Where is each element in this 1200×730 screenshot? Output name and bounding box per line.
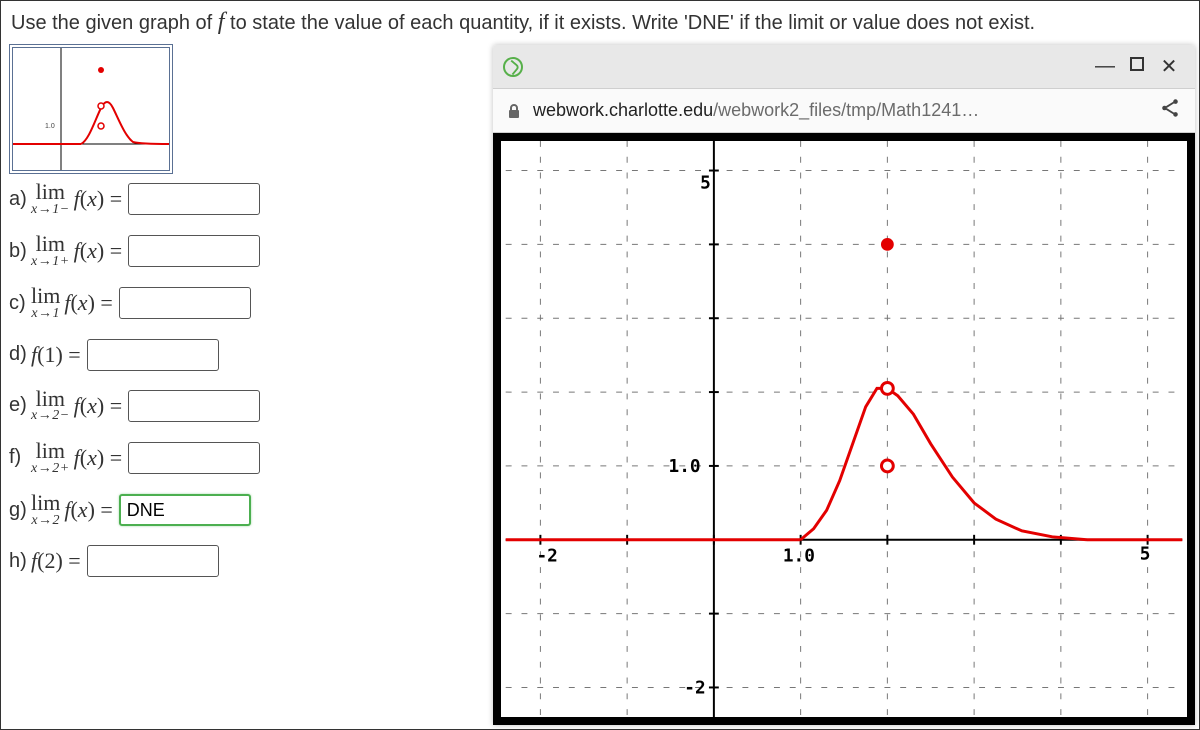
svg-text:1.0: 1.0 — [45, 123, 55, 130]
answer-input[interactable] — [119, 494, 251, 526]
question-label: d) — [9, 343, 29, 366]
question-label: c) — [9, 292, 29, 315]
minimize-button[interactable]: — — [1089, 55, 1121, 78]
instr-suffix: to state the value of each quantity, if … — [230, 12, 1035, 34]
instructions-text: Use the given graph of f to state the va… — [1, 1, 1199, 42]
url-host: webwork.charlotte.edu — [533, 100, 713, 120]
url-text: webwork.charlotte.edu/webwork2_files/tmp… — [533, 100, 979, 121]
answer-input[interactable] — [87, 339, 219, 371]
address-bar[interactable]: webwork.charlotte.edu/webwork2_files/tmp… — [493, 89, 1195, 133]
question-expression: limx→2f(x) = — [31, 493, 113, 527]
svg-text:1.0: 1.0 — [669, 457, 701, 477]
answer-input[interactable] — [128, 235, 260, 267]
svg-text:5: 5 — [700, 173, 711, 193]
question-label: g) — [9, 499, 29, 522]
question-expression: limx→2+f(x) = — [31, 441, 122, 475]
answer-input[interactable] — [128, 390, 260, 422]
popup-titlebar[interactable]: — ✕ — [493, 45, 1195, 89]
instr-fvar: f — [218, 9, 225, 35]
answer-input[interactable] — [87, 545, 219, 577]
question-label: e) — [9, 394, 29, 417]
question-label: b) — [9, 240, 29, 263]
maximize-button[interactable] — [1121, 55, 1153, 78]
answer-input[interactable] — [119, 287, 251, 319]
close-button[interactable]: ✕ — [1153, 54, 1185, 79]
instr-prefix: Use the given graph of — [11, 12, 218, 34]
graph-area: 5 -2 -2 5 1.0 1.0 — [493, 133, 1195, 725]
answer-input[interactable] — [128, 183, 260, 215]
question-label: f) — [9, 446, 29, 469]
svg-text:-2: -2 — [536, 546, 557, 566]
svg-text:1.0: 1.0 — [783, 546, 815, 566]
graph-popup-window: — ✕ webwork.charlotte.edu/webwork2_files… — [493, 45, 1195, 725]
answer-input[interactable] — [128, 442, 260, 474]
share-icon[interactable] — [1159, 97, 1181, 125]
graph-plot: 5 -2 -2 5 1.0 1.0 — [501, 141, 1187, 717]
question-expression: f (1) = — [31, 342, 81, 368]
webwork-favicon — [503, 57, 523, 77]
question-label: a) — [9, 188, 29, 211]
lock-icon — [507, 103, 521, 119]
thumb-svg: 1.0 — [13, 48, 169, 170]
question-expression: limx→2−f(x) = — [31, 389, 122, 423]
graph-thumbnail[interactable]: 1.0 — [9, 44, 173, 174]
svg-text:-2: -2 — [684, 678, 705, 698]
question-expression: limx→1+f(x) = — [31, 234, 122, 268]
question-expression: limx→1f(x) = — [31, 286, 113, 320]
question-expression: f (2) = — [31, 548, 81, 574]
question-label: h) — [9, 550, 29, 573]
graph-svg: 5 -2 -2 5 1.0 1.0 — [501, 141, 1187, 717]
question-expression: limx→1−f(x) = — [31, 182, 122, 216]
url-path: /webwork2_files/tmp/Math1241… — [713, 100, 979, 120]
svg-text:5: 5 — [1140, 544, 1151, 564]
